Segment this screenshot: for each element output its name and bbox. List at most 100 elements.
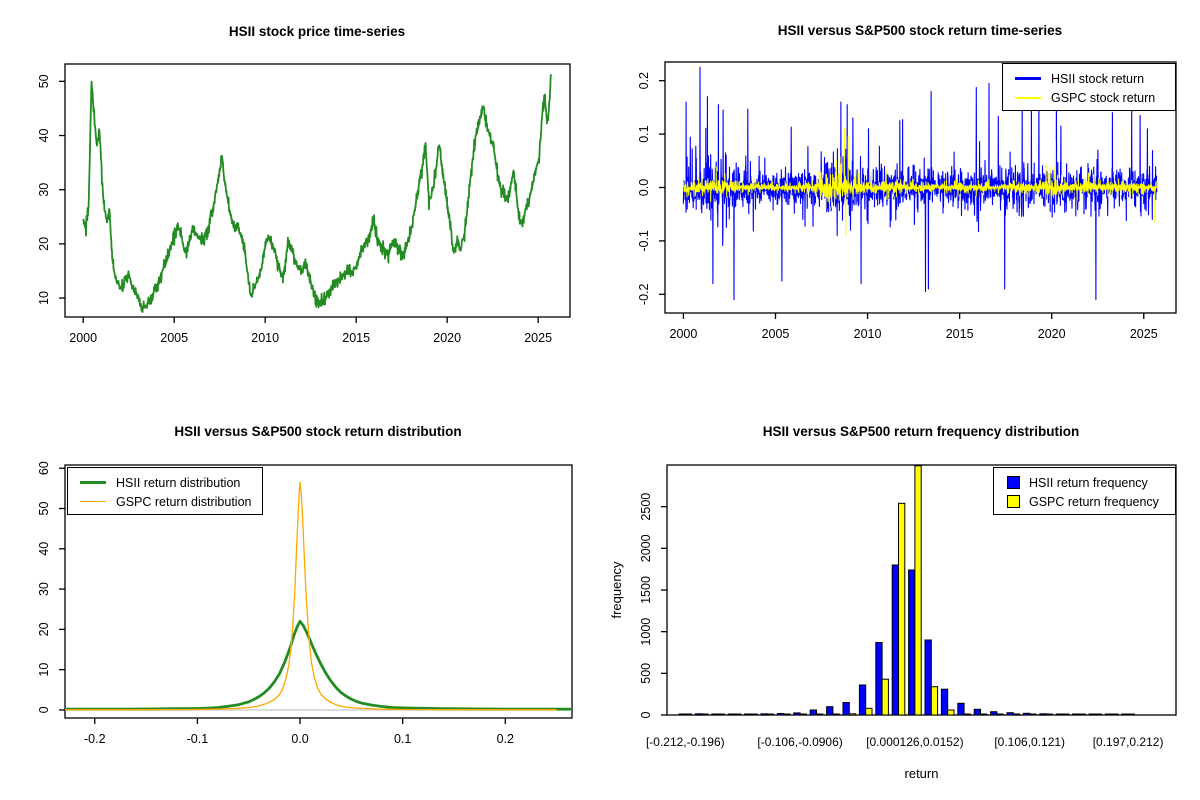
gspc-frequency-bar xyxy=(1062,713,1070,716)
hsii-return-line-swatch xyxy=(1015,76,1041,81)
x-tick-label: 2015 xyxy=(342,331,370,345)
hsii-frequency-bar xyxy=(875,642,883,716)
y-tick-label: 30 xyxy=(37,183,51,197)
bin-tick-label: [0.106,0.121) xyxy=(994,735,1065,749)
legend-entry: HSII return distribution xyxy=(68,473,262,492)
hsii-frequency-bar xyxy=(858,684,867,716)
y-tick-label: 2500 xyxy=(639,493,653,521)
gspc-frequency-bar xyxy=(1094,713,1103,716)
gspc-frequency-bar xyxy=(1029,713,1037,716)
hsii-frequency-bar xyxy=(744,713,752,716)
gspc-density-line-swatch xyxy=(80,500,106,503)
legend-entry-label: GSPC return frequency xyxy=(1029,494,1159,509)
legend-entry: GSPC return distribution xyxy=(68,492,262,511)
hsii-frequency-bar xyxy=(1121,713,1129,716)
y-tick-label: 20 xyxy=(37,622,51,636)
y-tick-label: 40 xyxy=(37,542,51,556)
hsii-frequency-bar xyxy=(940,688,949,716)
hsii-density-line-swatch xyxy=(80,480,106,485)
gspc-frequency-bar xyxy=(980,713,988,716)
chart-title-frequency: HSII versus S&P500 return frequency dist… xyxy=(762,424,1080,439)
hsii-frequency-bar xyxy=(694,713,703,716)
bin-tick-label: [0.197,0.212) xyxy=(1093,735,1164,749)
legend-entry-label: HSII return distribution xyxy=(116,475,241,490)
legend-entry-label: GSPC return distribution xyxy=(116,494,252,509)
gspc-frequency-bar xyxy=(898,502,906,716)
y-tick-label: 2000 xyxy=(639,534,653,562)
y-tick-label: 10 xyxy=(37,291,51,305)
y-tick-label: 60 xyxy=(37,461,51,475)
gspc-frequency-bar xyxy=(963,713,971,716)
x-tick-label: 0.2 xyxy=(497,732,514,746)
plot-box xyxy=(64,63,571,318)
hsii-frequency-bar xyxy=(842,702,850,716)
x-tick-label: 2000 xyxy=(69,331,97,345)
legend-entry: HSII return frequency xyxy=(994,473,1175,492)
legend-entry-label: HSII return frequency xyxy=(1029,475,1148,490)
y-tick-label: 10 xyxy=(37,663,51,677)
x-tick-label: 2000 xyxy=(670,327,698,341)
hsii-frequency-bar xyxy=(776,713,785,716)
gspc-frequency-bar xyxy=(816,713,824,716)
chart-title-density: HSII versus S&P500 stock return distribu… xyxy=(174,424,462,439)
gspc-frequency-bar xyxy=(930,686,939,716)
x-tick-label: -0.2 xyxy=(84,732,106,746)
gspc-frequency-bar xyxy=(848,713,857,716)
gspc-return-line xyxy=(683,128,1158,237)
chart-title-returns: HSII versus S&P500 stock return time-ser… xyxy=(777,23,1063,38)
legend-entry: GSPC return frequency xyxy=(994,492,1175,511)
hsii-density-curve xyxy=(65,619,572,711)
y-axis-label: frequency xyxy=(609,561,624,619)
gspc-frequency-bar xyxy=(766,713,775,716)
x-tick-label: 2020 xyxy=(1038,327,1066,341)
hsii-frequency-bar xyxy=(1006,712,1014,716)
hsii-frequency-bar xyxy=(1104,713,1113,716)
x-tick-label: 2025 xyxy=(1130,327,1158,341)
hsii-frequency-bar xyxy=(957,702,965,716)
y-tick-label: 40 xyxy=(37,129,51,143)
hsii-frequency-bar xyxy=(1022,712,1031,716)
y-tick-label: 50 xyxy=(37,502,51,516)
gspc-frequency-bar xyxy=(996,713,1004,716)
plot-box xyxy=(64,464,573,719)
gspc-density-curve xyxy=(65,481,557,711)
gspc-frequency-bar xyxy=(1012,713,1021,716)
chart-title-price: HSII stock price time-series xyxy=(228,24,406,39)
hsii-frequency-bar xyxy=(793,712,801,716)
gspc-frequency-bar xyxy=(750,713,758,716)
gspc-frequency-bar xyxy=(783,713,791,716)
hsii-frequency-bar xyxy=(711,713,719,716)
gspc-frequency-bar xyxy=(734,713,742,716)
legend-entry: GSPC stock return xyxy=(1003,88,1175,107)
x-tick-label: 2005 xyxy=(160,331,188,345)
hsii-price-line xyxy=(82,73,553,314)
y-tick-label: 1000 xyxy=(639,618,653,646)
gspc-frequency-bar xyxy=(914,465,922,716)
x-tick-label: 2010 xyxy=(251,331,279,345)
hsii-frequency-bar xyxy=(1088,713,1096,716)
x-tick-label: 2025 xyxy=(524,331,552,345)
gspc-frequency-bar xyxy=(1127,713,1135,716)
y-tick-label: 500 xyxy=(639,663,653,684)
y-tick-label: 0.0 xyxy=(637,179,651,196)
x-tick-label: 2020 xyxy=(433,331,461,345)
gspc-frequency-bar xyxy=(1078,713,1086,716)
gspc-frequency-bar xyxy=(865,707,873,716)
hsii-frequency-bar xyxy=(727,713,736,716)
legend-frequency: HSII return frequency GSPC return freque… xyxy=(993,467,1176,515)
hsii-frequency-bar xyxy=(678,713,686,716)
gspc-frequency-bar xyxy=(799,713,807,716)
bin-tick-label: [0.000126,0.0152) xyxy=(866,735,963,749)
gspc-return-line-swatch xyxy=(1015,96,1041,99)
y-tick-label: 0 xyxy=(639,711,653,718)
hsii-frequency-bar xyxy=(1055,713,1063,716)
hsii-frequency-bar xyxy=(973,708,982,716)
hsii-frequency-bar xyxy=(809,709,818,716)
hsii-frequency-bar xyxy=(891,564,900,716)
gspc-frequency-bar xyxy=(881,678,889,716)
legend-entry-label: GSPC stock return xyxy=(1051,90,1156,105)
y-tick-label: 20 xyxy=(37,237,51,251)
y-tick-label: 50 xyxy=(37,74,51,88)
